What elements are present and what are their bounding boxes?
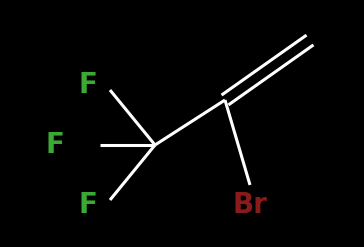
Text: F: F — [46, 131, 64, 159]
Text: F: F — [79, 191, 98, 219]
Text: F: F — [79, 71, 98, 99]
Text: Br: Br — [233, 191, 268, 219]
